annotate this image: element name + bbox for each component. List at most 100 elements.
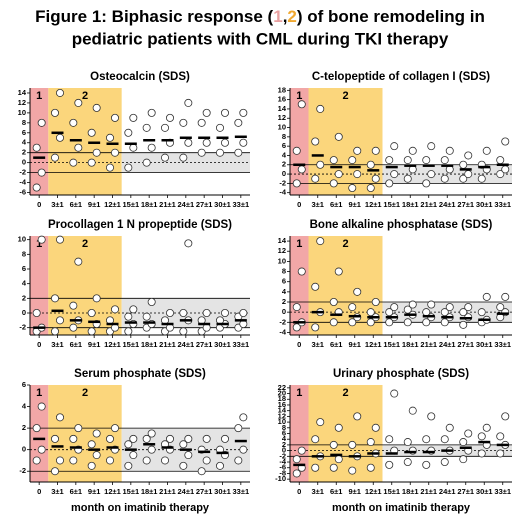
y-tick-label: 16 bbox=[278, 95, 286, 104]
y-tick-label: 0 bbox=[22, 445, 26, 454]
y-tick-label: 4 bbox=[22, 402, 27, 411]
data-point bbox=[403, 318, 412, 327]
x-tick-label: 0 bbox=[297, 200, 301, 209]
data-point bbox=[234, 118, 243, 127]
x-tick-label: 12±1 bbox=[365, 340, 382, 349]
data-point bbox=[427, 412, 436, 421]
data-point bbox=[459, 455, 468, 464]
y-tick-label: 12 bbox=[278, 411, 286, 420]
phase-label: 1 bbox=[36, 387, 42, 399]
data-point bbox=[37, 168, 46, 177]
x-tick-label: 12±1 bbox=[365, 200, 382, 209]
data-point bbox=[147, 108, 156, 117]
data-point bbox=[87, 440, 96, 449]
data-point bbox=[422, 308, 431, 317]
x-tick-label: 24±1 bbox=[439, 340, 456, 349]
data-point bbox=[111, 305, 120, 314]
data-point bbox=[56, 316, 65, 325]
reference-band bbox=[121, 152, 251, 173]
y-tick-label: 18 bbox=[278, 394, 286, 403]
y-tick-label: 0 bbox=[282, 169, 286, 178]
data-point bbox=[124, 312, 133, 321]
data-point bbox=[292, 179, 301, 188]
data-point bbox=[422, 156, 431, 165]
data-point bbox=[403, 305, 412, 314]
x-tick-label: 18±1 bbox=[141, 340, 158, 349]
x-tick-label: 12±1 bbox=[104, 200, 121, 209]
x-tick-label: 24±1 bbox=[178, 200, 195, 209]
data-point bbox=[371, 297, 380, 306]
data-point bbox=[197, 118, 206, 127]
data-point bbox=[408, 406, 417, 415]
data-point bbox=[464, 429, 473, 438]
data-point bbox=[408, 300, 417, 309]
data-point bbox=[353, 170, 362, 179]
data-point bbox=[165, 308, 174, 317]
data-point bbox=[329, 297, 338, 306]
data-point bbox=[311, 174, 320, 183]
data-point bbox=[329, 156, 338, 165]
x-tick-label: 0 bbox=[37, 487, 41, 496]
title-part: 1 bbox=[273, 7, 282, 26]
data-point bbox=[215, 461, 224, 470]
data-point bbox=[220, 138, 229, 147]
data-point bbox=[422, 435, 431, 444]
y-tick-label: 14 bbox=[278, 104, 287, 113]
x-tick-label: 9±1 bbox=[88, 487, 100, 496]
data-point bbox=[445, 423, 454, 432]
y-tick-label: 10 bbox=[278, 256, 286, 265]
data-point bbox=[459, 160, 468, 169]
x-tick-label: 33±1 bbox=[233, 340, 250, 349]
title-part: , bbox=[283, 7, 288, 26]
data-point bbox=[129, 305, 138, 314]
y-tick-label: -2 bbox=[19, 168, 26, 177]
data-point bbox=[129, 143, 138, 152]
data-point bbox=[197, 148, 206, 157]
data-point bbox=[329, 179, 338, 188]
data-point bbox=[32, 456, 41, 465]
phase-label: 1 bbox=[36, 238, 42, 250]
data-point bbox=[51, 108, 60, 117]
data-point bbox=[234, 424, 243, 433]
data-point bbox=[385, 156, 394, 165]
data-point bbox=[348, 466, 357, 475]
data-point bbox=[92, 451, 101, 460]
data-point bbox=[501, 412, 510, 421]
x-tick-label: 15±1 bbox=[383, 340, 400, 349]
data-point bbox=[92, 148, 101, 157]
phase-label: 2 bbox=[342, 387, 348, 399]
data-point bbox=[147, 297, 156, 306]
data-point bbox=[215, 148, 224, 157]
data-point bbox=[477, 432, 486, 441]
data-point bbox=[482, 423, 491, 432]
data-point bbox=[69, 456, 78, 465]
phase-2-region bbox=[48, 385, 122, 482]
data-point bbox=[239, 108, 248, 117]
data-point bbox=[440, 156, 449, 165]
data-point bbox=[184, 138, 193, 147]
data-point bbox=[220, 308, 229, 317]
data-point bbox=[403, 174, 412, 183]
data-point bbox=[297, 267, 306, 276]
data-point bbox=[496, 432, 505, 441]
data-point bbox=[37, 235, 46, 244]
y-tick-label: 2 bbox=[22, 148, 26, 157]
y-tick-label: 4 bbox=[282, 150, 287, 159]
y-tick-label: 14 bbox=[278, 406, 287, 415]
x-tick-label: 6±1 bbox=[330, 487, 342, 496]
data-point bbox=[329, 440, 338, 449]
x-tick-label: 21±1 bbox=[159, 200, 176, 209]
data-point bbox=[316, 237, 325, 246]
data-point bbox=[56, 133, 65, 142]
data-point bbox=[292, 455, 301, 464]
data-point bbox=[422, 460, 431, 469]
data-point bbox=[51, 434, 60, 443]
data-point bbox=[56, 235, 65, 244]
y-tick-label: 12 bbox=[18, 98, 26, 107]
data-point bbox=[496, 156, 505, 165]
title-line: pediatric patients with CML during TKI t… bbox=[72, 29, 449, 48]
data-point bbox=[74, 98, 83, 107]
x-tick-label: 18±1 bbox=[402, 340, 419, 349]
data-point bbox=[106, 434, 115, 443]
